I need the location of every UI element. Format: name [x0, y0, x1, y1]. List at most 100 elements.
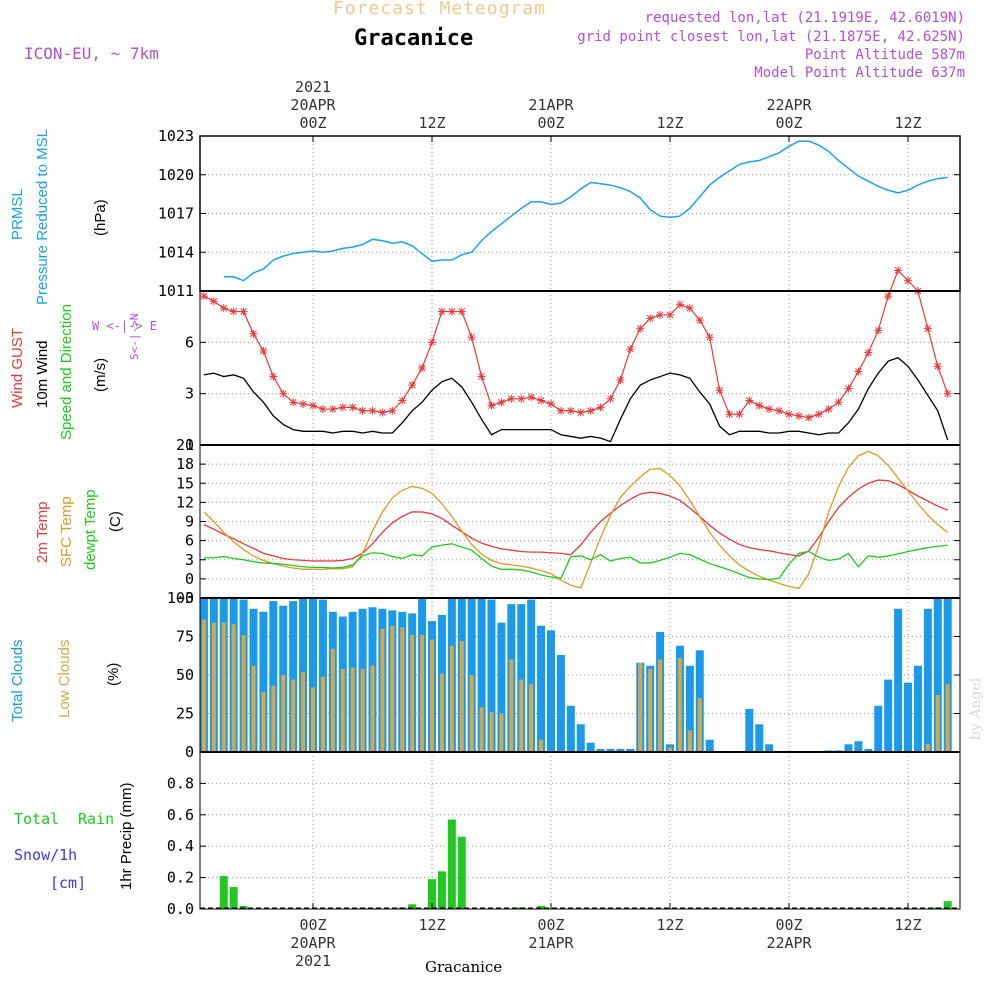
low-cloud-bar — [687, 730, 692, 752]
ytick-label: 0.4 — [167, 837, 194, 855]
gust-marker — [606, 394, 615, 403]
rain-bar — [219, 876, 228, 909]
total-cloud-bar — [913, 665, 922, 752]
gust-marker — [497, 398, 506, 407]
total-cloud-bar — [566, 705, 575, 752]
total-cloud-bar — [745, 708, 754, 752]
low-cloud-bar — [251, 665, 256, 752]
top-time-label: 00Z — [775, 114, 802, 132]
gust-marker — [943, 389, 952, 398]
low-cloud-bar — [241, 634, 246, 752]
gust-marker — [656, 310, 665, 319]
bottom-time-label: 00Z — [537, 916, 564, 934]
gust-marker — [685, 304, 694, 313]
gust-marker — [299, 399, 308, 408]
gust-marker — [338, 403, 347, 412]
low-cloud-bar — [340, 668, 345, 752]
ytick-label: 0 — [185, 436, 194, 454]
total-cloud-bar — [517, 604, 526, 752]
ytick-label: 1020 — [158, 166, 194, 184]
ytick-label: 3 — [185, 551, 194, 569]
point-altitude: Point Altitude 587m — [804, 47, 965, 63]
low-cloud-bar — [697, 698, 702, 752]
gust-marker — [537, 396, 546, 405]
grid-point-coords: grid point closest lon,lat (21.1875E, 42… — [577, 29, 965, 45]
ytick-label: 0 — [185, 743, 194, 761]
low-cloud-bar — [201, 619, 206, 752]
gust-marker — [547, 399, 556, 408]
gust-marker — [378, 408, 387, 417]
gust-marker — [755, 401, 764, 410]
total-cloud-bar — [854, 741, 863, 752]
gust-marker — [229, 307, 238, 316]
low-cloud-bar — [380, 628, 385, 752]
chart-title: Gracanice — [354, 26, 474, 51]
gust-marker — [705, 333, 714, 342]
total-cloud-bar — [943, 598, 952, 752]
low-cloud-bar — [400, 627, 405, 752]
total-cloud-bar — [844, 744, 853, 752]
gust-marker — [358, 406, 367, 415]
low-cloud-bar — [370, 665, 375, 752]
chart-top-title: Forecast Meteogram — [333, 0, 547, 19]
total-cloud-bar — [884, 679, 893, 752]
total-cloud-bar — [864, 748, 873, 752]
gust-marker — [418, 364, 427, 372]
gust-marker — [279, 389, 288, 398]
total-cloud-bar — [547, 630, 556, 752]
gust-marker — [894, 266, 903, 275]
low-cloud-bar — [935, 695, 940, 752]
low-cloud-bar — [261, 691, 266, 752]
total-cloud-bar — [289, 601, 298, 752]
gust-marker — [309, 401, 317, 410]
total-cloud-bar — [556, 654, 565, 752]
top-year-label: 2021 — [295, 78, 331, 96]
total-cloud-bar — [755, 724, 764, 752]
top-time-label: 12Z — [894, 114, 921, 132]
ytick-label: 1011 — [158, 282, 194, 300]
gust-marker — [328, 405, 337, 414]
cm-unit: [cm] — [50, 874, 87, 892]
ytick-label: 0.2 — [167, 869, 194, 887]
gust-marker — [675, 300, 684, 309]
total-label: Total — [14, 810, 60, 828]
total-cloud-bar — [626, 748, 635, 752]
panel-frame — [199, 290, 961, 446]
ytick-label: 1023 — [158, 127, 194, 145]
total-cloud-bar — [487, 599, 496, 752]
ytick-label: 3 — [185, 385, 194, 403]
low-cloud-bar — [231, 624, 236, 752]
ytick-label: 0.8 — [167, 774, 194, 792]
low-cloud-bar — [410, 634, 415, 752]
total-cloud-bar — [874, 705, 883, 752]
low-cloud-bar — [350, 667, 355, 752]
ytick-label: 9 — [185, 513, 194, 531]
low-cloud-bar — [390, 625, 395, 752]
sfc-temp-line — [203, 450, 949, 590]
model-label: ICON-EU, ~ 7km — [24, 44, 159, 63]
gust-marker — [785, 410, 794, 419]
ytick-label: 6 — [185, 532, 194, 550]
ytick-label: 15 — [176, 474, 194, 492]
gust-marker — [765, 405, 774, 414]
low-cloud-bar — [509, 659, 514, 752]
low-cloud-bar — [489, 711, 494, 752]
gust-marker — [804, 413, 813, 422]
total-cloud-bar — [616, 748, 625, 752]
rain-bar — [457, 836, 466, 909]
total-cloud-bar — [765, 744, 774, 752]
gust-marker — [626, 345, 635, 354]
bottom-time-label: 00Z — [775, 916, 802, 934]
top-time-label: 12Z — [656, 114, 683, 132]
gust-marker — [854, 367, 863, 376]
snow-label: Snow/1h — [14, 846, 78, 864]
ytick-label: 1014 — [158, 243, 194, 261]
total-cloud-bar — [904, 682, 913, 752]
gust-marker — [933, 362, 942, 371]
total-cloud-bar — [269, 601, 278, 752]
gust-marker — [487, 401, 496, 410]
low-cloud-bar — [211, 622, 216, 752]
gust-marker — [715, 386, 724, 395]
low-cloud-bar — [271, 685, 276, 752]
total-cloud-bar — [537, 625, 546, 752]
